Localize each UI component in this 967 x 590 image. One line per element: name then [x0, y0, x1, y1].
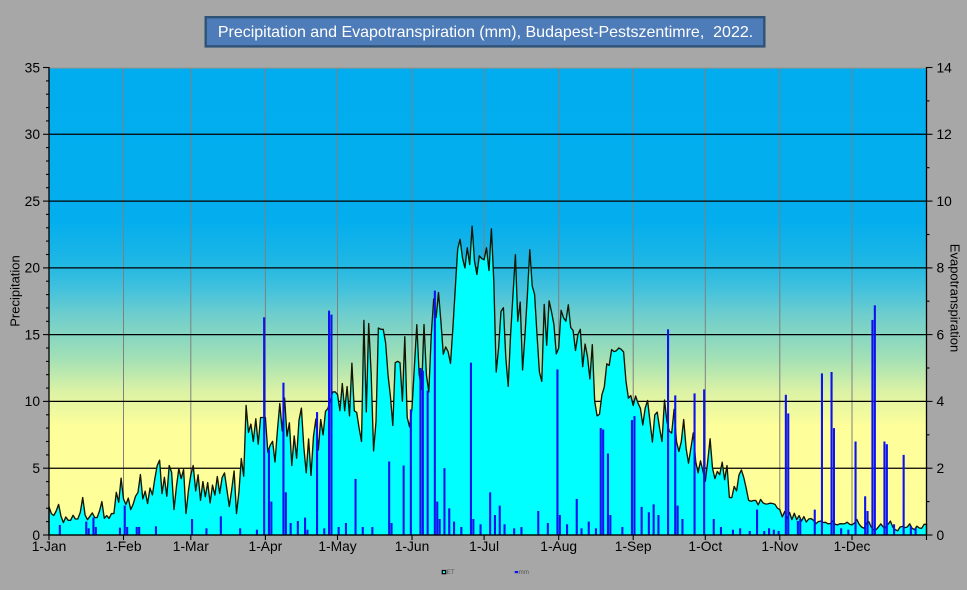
svg-text:1-Oct: 1-Oct — [688, 539, 722, 554]
svg-text:10: 10 — [25, 394, 41, 409]
svg-text:1-Dec: 1-Dec — [834, 539, 871, 554]
svg-text:12: 12 — [937, 127, 952, 142]
svg-text:15: 15 — [25, 327, 41, 342]
svg-text:35: 35 — [25, 60, 41, 75]
svg-text:1-Jul: 1-Jul — [469, 539, 499, 554]
svg-text:1-Mar: 1-Mar — [173, 539, 209, 554]
svg-text:5: 5 — [32, 461, 40, 476]
svg-text:1-Nov: 1-Nov — [761, 539, 798, 554]
svg-text:ET: ET — [447, 569, 455, 576]
svg-text:30: 30 — [25, 127, 41, 142]
svg-text:1-Feb: 1-Feb — [105, 539, 141, 554]
svg-text:1-Aug: 1-Aug — [540, 539, 577, 554]
svg-text:4: 4 — [937, 394, 945, 409]
svg-text:20: 20 — [25, 261, 41, 276]
svg-text:0: 0 — [32, 528, 40, 543]
svg-text:25: 25 — [25, 194, 41, 209]
svg-text:8: 8 — [937, 261, 945, 276]
svg-text:1-May: 1-May — [318, 539, 356, 554]
svg-text:10: 10 — [937, 194, 953, 209]
svg-text:1-Sep: 1-Sep — [615, 539, 652, 554]
svg-text:mm: mm — [519, 569, 529, 576]
svg-text:Evapotranspiration: Evapotranspiration — [948, 244, 963, 352]
svg-text:6: 6 — [937, 327, 945, 342]
svg-text:14: 14 — [937, 60, 953, 75]
svg-text:1-Apr: 1-Apr — [249, 539, 283, 554]
svg-text:1-Jan: 1-Jan — [32, 539, 67, 554]
svg-text:Precipitation: Precipitation — [8, 255, 23, 327]
svg-text:2: 2 — [937, 461, 945, 476]
svg-text:Precipitation and Evapotranspi: Precipitation and Evapotranspiration (mm… — [218, 24, 753, 41]
svg-text:0: 0 — [937, 528, 945, 543]
svg-text:1-Jun: 1-Jun — [395, 539, 430, 554]
